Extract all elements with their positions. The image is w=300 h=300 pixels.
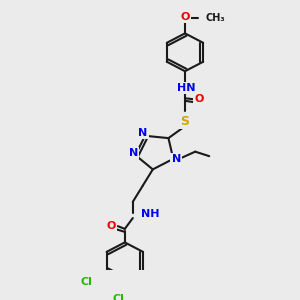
Text: Cl: Cl: [81, 277, 93, 286]
Text: HN: HN: [177, 83, 195, 93]
Text: O: O: [180, 12, 190, 22]
Text: N: N: [172, 154, 181, 164]
Text: Cl: Cl: [113, 294, 125, 300]
Text: CH₃: CH₃: [205, 13, 225, 23]
Text: O: O: [194, 94, 204, 104]
Text: NH: NH: [141, 209, 159, 220]
Text: N: N: [129, 148, 138, 158]
Text: S: S: [181, 115, 190, 128]
Text: O: O: [106, 221, 116, 231]
Text: N: N: [139, 128, 148, 138]
